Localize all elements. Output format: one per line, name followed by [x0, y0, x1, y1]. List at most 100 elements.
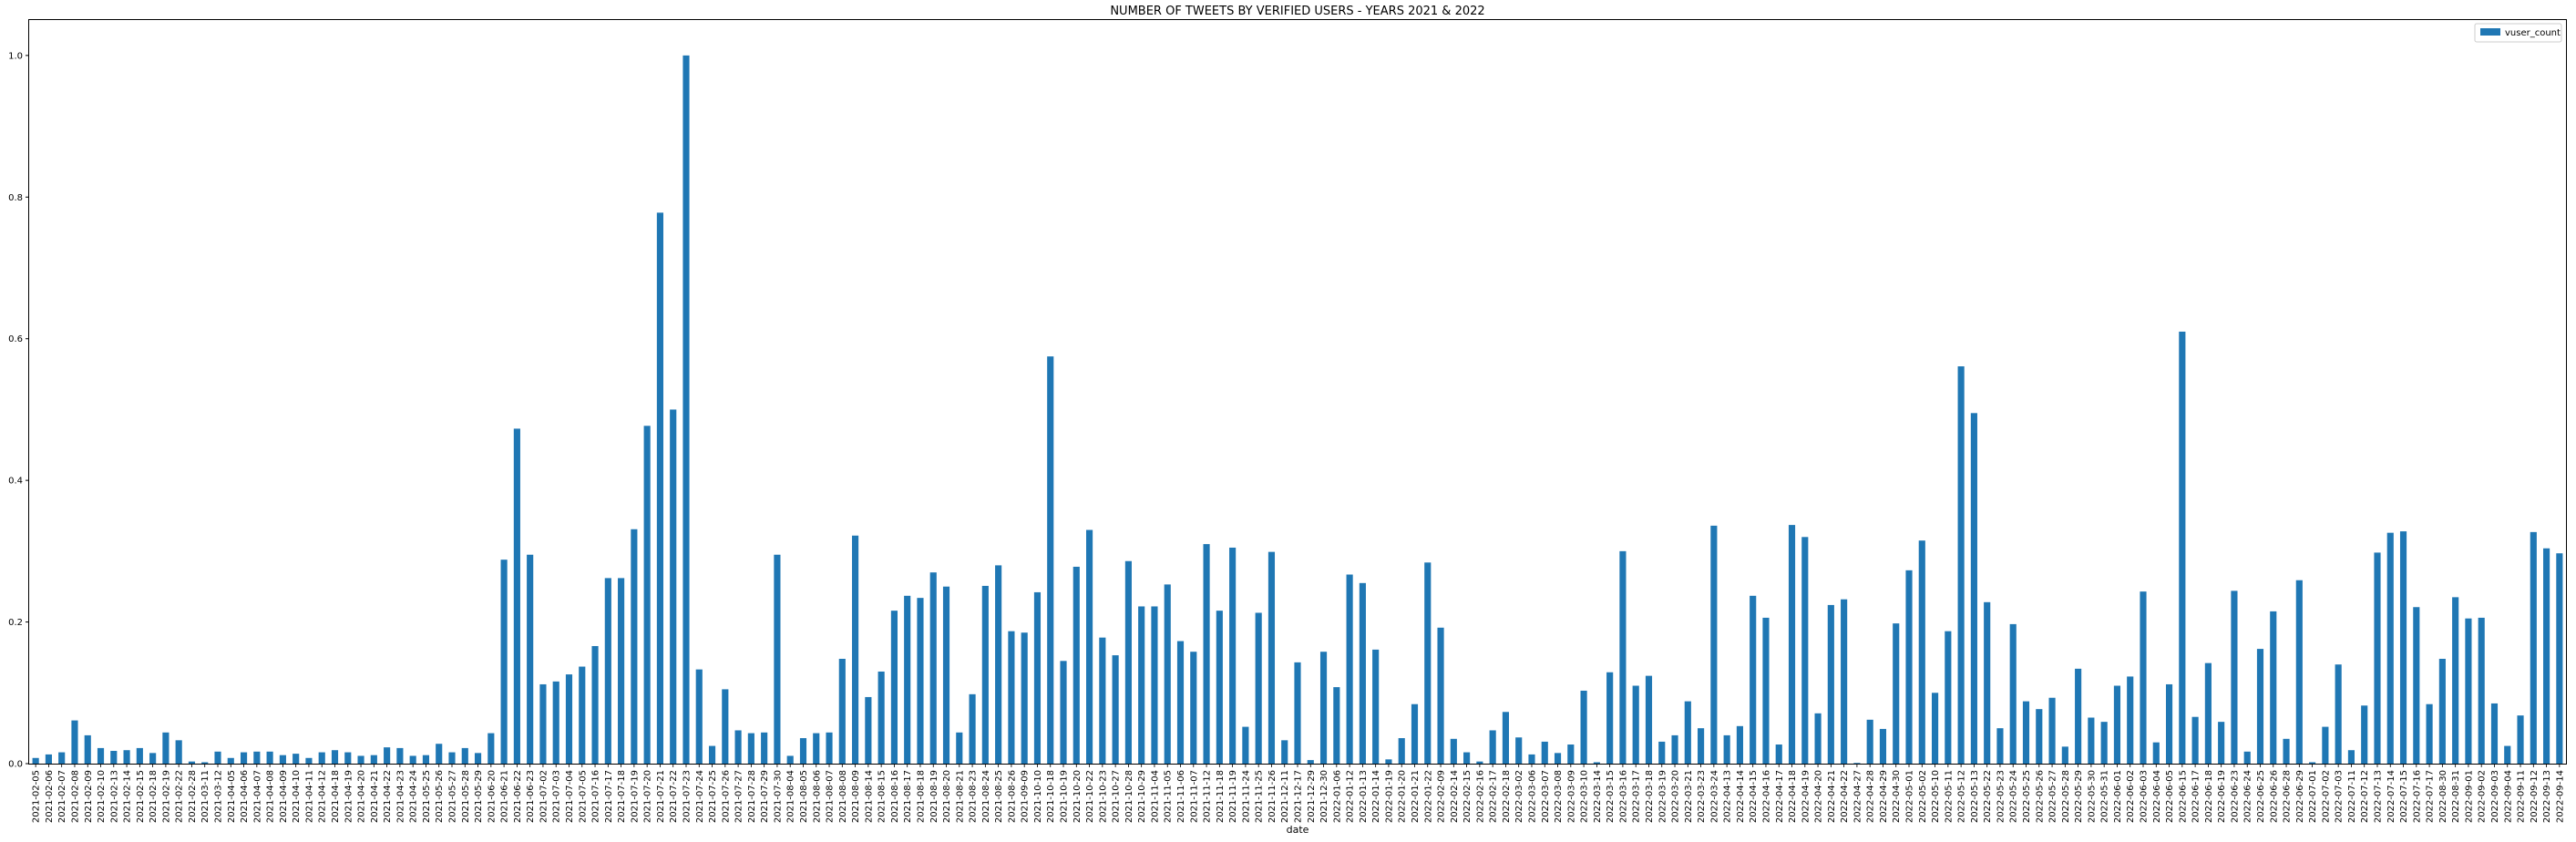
- bar: [1750, 595, 1757, 764]
- bar: [2036, 709, 2043, 764]
- x-tick-label: 2022-03-15: [1606, 770, 1616, 823]
- bar: [2165, 683, 2173, 764]
- x-tick-label: 2022-07-11: [2347, 770, 2357, 823]
- bar: [1281, 740, 1288, 764]
- bar: [838, 658, 846, 764]
- x-tick-label: 2022-02-16: [1475, 770, 1485, 823]
- bar: [331, 750, 339, 764]
- x-tick-label: 2021-02-13: [109, 770, 119, 823]
- bar: [1528, 754, 1535, 764]
- bar: [2243, 751, 2251, 764]
- x-tick-label: 2021-02-14: [123, 770, 133, 823]
- bar: [2309, 762, 2316, 764]
- x-tick-label: 2022-03-19: [1657, 770, 1668, 823]
- x-tick-label: 2021-04-24: [409, 770, 419, 823]
- bar: [188, 761, 196, 764]
- x-tick-label: 2021-08-25: [994, 770, 1004, 823]
- bar: [527, 554, 534, 764]
- bar: [149, 753, 157, 764]
- x-tick-label: 2021-08-20: [942, 770, 952, 823]
- bar: [695, 669, 703, 764]
- x-tick-label: 2022-05-23: [1996, 770, 2006, 823]
- x-tick-label: 2022-05-10: [1931, 770, 1941, 823]
- x-tick-label: 2021-07-03: [552, 770, 562, 823]
- x-tick-label: 2021-11-05: [1164, 770, 1174, 823]
- x-tick-label: 2021-11-12: [1203, 770, 1213, 823]
- x-axis-label: date: [1287, 824, 1309, 836]
- x-tick-label: 2021-04-09: [279, 770, 289, 823]
- bar: [513, 428, 520, 764]
- x-tick-label: 2022-04-28: [1866, 770, 1876, 823]
- x-tick-label: 2021-12-29: [1307, 770, 1317, 823]
- bar: [1957, 366, 1965, 764]
- bar: [1242, 726, 1249, 764]
- bar: [32, 757, 39, 764]
- bar: [2413, 607, 2420, 764]
- x-tick-label: 2021-12-11: [1280, 770, 1290, 823]
- x-tick-label: 2021-07-24: [695, 770, 705, 823]
- x-tick-label: 2022-06-18: [2204, 770, 2214, 823]
- bar: [631, 529, 638, 764]
- bar: [2140, 591, 2147, 764]
- bar: [422, 755, 430, 764]
- x-tick-label: 2021-04-08: [266, 770, 276, 823]
- x-tick-label: 2021-08-18: [916, 770, 926, 823]
- bar: [1762, 617, 1770, 764]
- bar: [747, 733, 754, 764]
- x-tick-label: 2021-12-17: [1294, 770, 1304, 823]
- y-tick-label: 0.4: [8, 477, 23, 487]
- bar: [1984, 601, 1991, 764]
- x-tick-label: 2022-07-01: [2308, 770, 2318, 823]
- bar: [110, 751, 118, 764]
- x-tick-label: 2021-10-22: [1085, 770, 1095, 823]
- bar: [1450, 738, 1457, 764]
- x-tick-label: 2022-05-31: [2100, 770, 2110, 823]
- x-tick-label: 2021-05-27: [448, 770, 458, 823]
- bar: [370, 755, 377, 764]
- x-tick-label: 2021-04-20: [357, 770, 367, 823]
- x-tick-label: 2022-01-21: [1411, 770, 1421, 823]
- bar: [1086, 529, 1093, 764]
- bar: [201, 762, 209, 764]
- bar: [1905, 570, 1913, 764]
- x-tick-label: 2022-03-24: [1709, 770, 1719, 823]
- bar: [500, 560, 508, 764]
- x-tick-label: 2021-04-12: [318, 770, 328, 823]
- bar: [890, 611, 898, 764]
- bar: [2374, 552, 2381, 764]
- bar: [1124, 560, 1132, 764]
- bar: [1138, 606, 1145, 764]
- bar: [2127, 676, 2134, 764]
- x-tick-label: 2022-02-18: [1502, 770, 1512, 823]
- bar: [409, 755, 416, 764]
- bar: [487, 733, 495, 764]
- legend-label: vuser_count: [2505, 28, 2561, 38]
- x-tick-label: 2021-05-29: [474, 770, 484, 823]
- bar: [1398, 738, 1405, 764]
- bar: [305, 757, 313, 764]
- y-tick-label: 1.0: [8, 51, 23, 61]
- bar: [539, 683, 547, 764]
- bar: [981, 585, 989, 764]
- x-tick-label: 2022-06-04: [2152, 770, 2162, 823]
- bar: [2386, 532, 2394, 764]
- bar: [591, 645, 599, 764]
- bar: [1658, 741, 1666, 764]
- x-tick-label: 2022-04-20: [1814, 770, 1824, 823]
- bar: [1879, 728, 1887, 764]
- x-tick-label: 2021-07-19: [630, 770, 640, 823]
- x-tick-label: 2022-06-26: [2269, 770, 2279, 823]
- x-tick-label: 2022-05-25: [2022, 770, 2032, 823]
- bar: [1099, 637, 1106, 764]
- x-tick-label: 2021-04-19: [344, 770, 354, 823]
- bar: [722, 689, 729, 764]
- bar: [1112, 655, 1119, 764]
- bar: [1827, 604, 1834, 764]
- bar: [1945, 631, 1952, 764]
- bar: [2048, 697, 2056, 764]
- bar: [58, 752, 66, 764]
- x-tick-label: 2021-10-29: [1137, 770, 1147, 823]
- x-tick-label: 2021-11-18: [1216, 770, 1226, 823]
- bar: [1176, 641, 1185, 764]
